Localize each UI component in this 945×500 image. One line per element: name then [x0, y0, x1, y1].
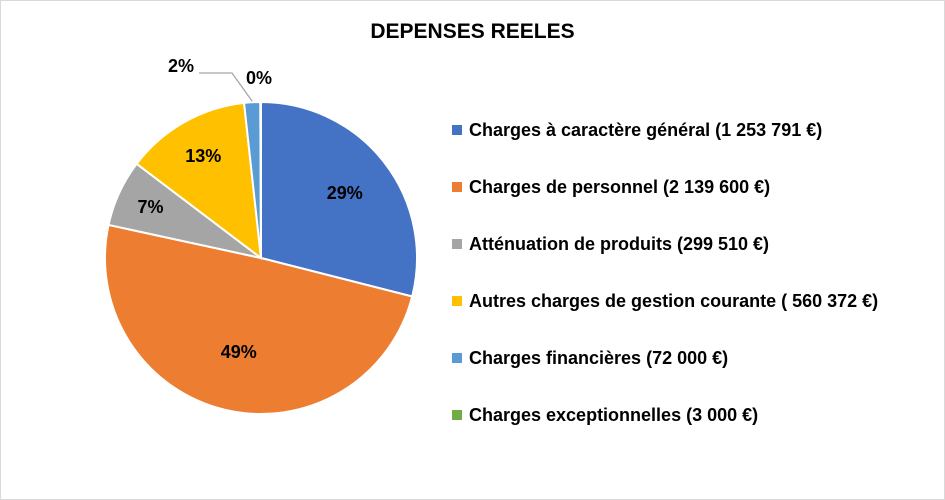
legend-swatch	[452, 410, 462, 420]
pie-slice	[135, 101, 263, 261]
legend-swatch	[452, 296, 462, 306]
data-label: 49%	[221, 342, 257, 362]
leader-line	[199, 72, 253, 102]
legend-label: Charges de personnel (2 139 600 €)	[469, 177, 771, 197]
chart-title: DEPENSES REELES	[370, 20, 575, 43]
data-label: 13%	[185, 146, 221, 166]
legend-label: Charges financières (72 000 €)	[469, 348, 729, 368]
data-label: 2%	[168, 56, 194, 76]
data-label: 7%	[137, 197, 163, 217]
legend-swatch	[452, 239, 462, 249]
legend-swatch	[452, 353, 462, 363]
data-label: 29%	[327, 183, 363, 203]
legend-swatch	[452, 125, 462, 135]
data-label: 0%	[246, 68, 272, 88]
legend-label: Atténuation de produits (299 510 €)	[469, 234, 770, 254]
legend-label: Charges à caractère général (1 253 791 €…	[469, 120, 823, 140]
legend-label: Autres charges de gestion courante ( 560…	[469, 291, 879, 311]
legend-label: Charges exceptionnelles (3 000 €)	[469, 405, 759, 425]
pie-slice	[104, 223, 414, 416]
pie-slice	[260, 100, 418, 298]
legend-swatch	[452, 182, 462, 192]
pie-slice	[259, 100, 262, 259]
